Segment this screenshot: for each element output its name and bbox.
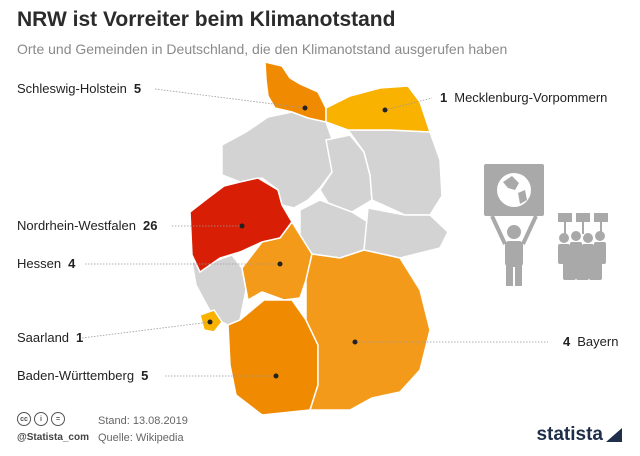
label-baden-wuerttemberg: Baden-Württemberg 5	[17, 368, 149, 383]
page-subtitle: Orte und Gemeinden in Deutschland, die d…	[17, 41, 508, 57]
twitter-handle[interactable]: @Statista_com	[17, 432, 89, 443]
label-nordrhein-westfalen: Nordrhein-Westfalen 26	[17, 218, 158, 233]
baden-wuerttemberg-state	[227, 299, 319, 416]
globe-protest-sign-icon	[484, 164, 544, 286]
source: Quelle: Wikipedia	[98, 432, 184, 444]
schleswig-holstein-state	[264, 61, 327, 123]
page-title: NRW ist Vorreiter beim Klimanotstand	[17, 8, 396, 31]
stand-date: Stand: 13.08.2019	[98, 415, 188, 427]
label-schleswig-holstein: Schleswig-Holstein 5	[17, 81, 142, 96]
statista-logo[interactable]: statista	[536, 424, 622, 446]
license-icons: cc i =	[17, 412, 65, 426]
mecklenburg-vorpommern-state	[325, 85, 432, 133]
sachsen-state	[363, 207, 449, 259]
label-mecklenburg-vorpommern: 1 Mecklenburg-Vorpommern	[440, 90, 608, 105]
brand-mark-icon	[606, 428, 622, 442]
bayern-state	[305, 249, 431, 411]
cc-license-icon: cc	[17, 412, 31, 426]
label-hessen: Hessen 4	[17, 256, 76, 271]
attribution-icon: i	[34, 412, 48, 426]
no-derivatives-icon: =	[51, 412, 65, 426]
region-dots	[207, 105, 388, 379]
leader-lines	[81, 88, 548, 377]
protest-crowd-icon	[558, 213, 608, 280]
label-bayern: 4 Bayern	[563, 334, 619, 349]
other-states	[191, 111, 449, 326]
label-saarland: Saarland 1	[17, 330, 84, 345]
brand-name: statista	[536, 424, 603, 445]
